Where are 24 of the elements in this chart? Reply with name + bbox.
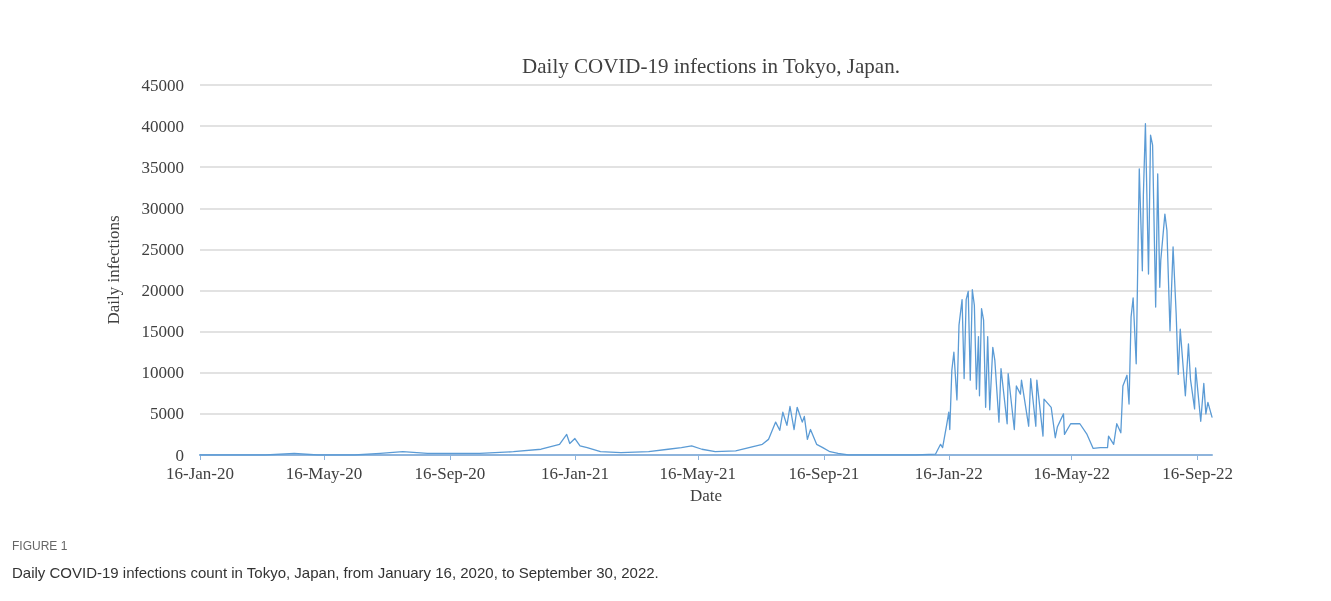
x-tick-label: 16-Sep-20: [414, 464, 486, 483]
x-tick-label: 16-May-21: [659, 464, 737, 483]
x-tick-label: 16-Jan-20: [166, 464, 234, 483]
x-tick-label: 16-Jan-21: [540, 464, 609, 483]
y-tick-label: 10000: [141, 363, 184, 383]
text: Daily COVID-19 infections count in Tokyo, Japan, from January 16, 2020, to September 30, 2022.: [12, 564, 659, 581]
x-tick-label: 16-May-20: [285, 464, 363, 483]
chart-title: Daily COVID-19 infections in Tokyo, Japan.: [522, 53, 900, 78]
x-tick-label: 16-Sep-21: [788, 464, 860, 483]
caption: FIGURE 1: [12, 539, 68, 553]
y-tick-label: 35000: [141, 157, 184, 177]
y-axis-title: Daily infections: [104, 215, 123, 325]
y-tick-label: 30000: [141, 198, 184, 218]
y-tick-label: 0: [175, 445, 184, 465]
y-tick-label: 15000: [141, 322, 184, 342]
x-axis-title: Date: [689, 485, 723, 505]
x-tick-label: 16-Sep-22: [1162, 464, 1234, 483]
y-tick-label: 45000: [141, 75, 184, 95]
y-tick-label: 40000: [141, 116, 184, 136]
y-tick-label: 5000: [150, 404, 184, 424]
x-tick-label: 16-Jan-22: [914, 464, 983, 483]
y-tick-label: 25000: [141, 239, 184, 259]
x-tick-label: 16-May-22: [1033, 464, 1110, 483]
y-tick-label: 20000: [141, 281, 184, 301]
